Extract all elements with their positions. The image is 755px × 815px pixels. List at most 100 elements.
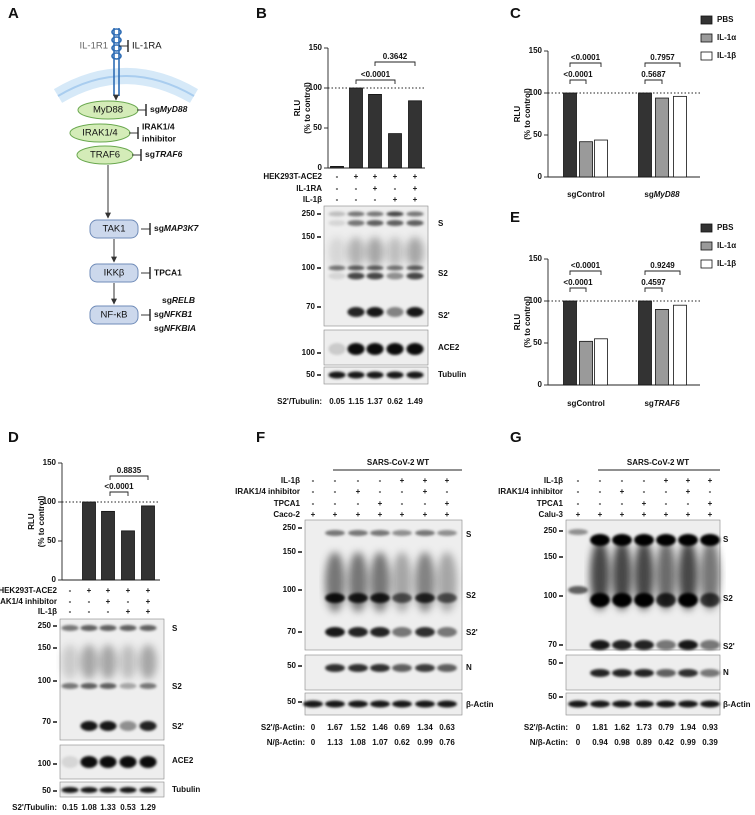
blot-band: [406, 265, 424, 271]
condition-sign: +: [106, 586, 111, 595]
blot-band: [386, 343, 404, 355]
group-label: sgControl: [567, 399, 605, 408]
bar: [655, 308, 669, 386]
condition-sign: -: [665, 487, 668, 496]
blot-band: [348, 627, 368, 637]
bracket: [374, 61, 416, 66]
condition-sign: +: [146, 607, 151, 616]
blot-band: [139, 683, 157, 689]
node-label: TAK1: [102, 224, 125, 235]
condition-label: IL-1β: [281, 476, 300, 485]
blot-band: [99, 721, 117, 731]
bar: [673, 95, 687, 178]
blot-band: [590, 593, 610, 607]
membrane-edge: [57, 75, 195, 97]
marker-label: 70: [306, 302, 315, 311]
condition-sign: -: [336, 195, 339, 204]
condition-sign: -: [599, 499, 602, 508]
quant-value: 1.08: [81, 803, 97, 812]
blot-band: [656, 700, 676, 708]
condition-sign: -: [336, 172, 339, 181]
bar: [563, 92, 577, 178]
band-label: S: [172, 624, 178, 633]
condition-label: HEK293T-ACE2: [263, 172, 322, 181]
band-label: S: [466, 530, 472, 539]
band-label: β-Actin: [723, 700, 751, 709]
condition-sign: +: [373, 172, 378, 181]
node-shape: [89, 263, 139, 283]
marker-label: 100: [302, 348, 316, 357]
blot-band: [568, 586, 588, 594]
blot-band: [325, 664, 345, 672]
node-label: NF-κB: [101, 310, 128, 321]
bracket: [569, 79, 587, 84]
quant-value: 0.42: [658, 738, 674, 747]
blot-band: [328, 237, 346, 267]
blot-band: [386, 272, 404, 280]
quant-value: 0.62: [387, 397, 403, 406]
panel-letter: E: [510, 209, 520, 226]
bar: [638, 92, 652, 178]
blot-band: [386, 220, 404, 226]
prefix: sg: [154, 323, 164, 333]
condition-sign: -: [357, 476, 360, 485]
blot-band: [406, 220, 424, 226]
condition-sign: +: [620, 487, 625, 496]
y-tick-label: 50: [533, 130, 542, 139]
bracket: [644, 287, 663, 292]
condition-sign: -: [88, 597, 91, 606]
receptor-icon: [111, 28, 122, 96]
blot-band: [119, 721, 137, 731]
legend-swatch: [700, 33, 713, 43]
condition-sign: -: [394, 184, 397, 193]
y-tick-label: 50: [47, 536, 56, 545]
y-tick-label: 50: [313, 123, 322, 132]
p-value: <0.0001: [361, 70, 391, 79]
quant-label: S2'/β-Actin:: [261, 723, 305, 732]
blot-band: [61, 756, 79, 768]
condition-sign: -: [621, 499, 624, 508]
bar: [349, 87, 363, 169]
condition-sign: -: [88, 607, 91, 616]
node-shape: [89, 305, 139, 325]
blot-band: [415, 593, 435, 603]
panel-letter: B: [256, 5, 267, 22]
blot-band: [347, 211, 365, 217]
blot-band: [700, 640, 720, 650]
header: SARS-CoV-2 WT: [627, 458, 689, 467]
quant-value: 1.08: [350, 738, 366, 747]
panel-letter: F: [256, 429, 265, 446]
blot-band: [139, 644, 157, 680]
p-value: 0.9249: [650, 261, 675, 270]
blot-band: [80, 756, 98, 768]
condition-sign: -: [355, 195, 358, 204]
y-tick-label: 0: [538, 380, 543, 389]
y-axis-label: (% to control): [523, 296, 532, 348]
bracket: [569, 62, 602, 67]
blot-band: [80, 625, 98, 631]
legend-swatch: [700, 15, 713, 25]
condition-sign: +: [378, 510, 383, 519]
quant-value: 1.46: [372, 723, 388, 732]
quant-value: 1.49: [407, 397, 423, 406]
blot-band: [634, 700, 654, 708]
blot-band: [590, 640, 610, 650]
blot-band: [568, 529, 588, 535]
panel-letter: C: [510, 5, 521, 22]
blot-band: [139, 756, 157, 768]
blot-band: [366, 371, 384, 379]
blot-band: [80, 644, 98, 680]
y-tick-label: 0: [52, 575, 57, 584]
bar: [82, 501, 96, 581]
bracket: [355, 79, 396, 84]
y-axis-label: RLU: [27, 513, 36, 530]
blot-band: [347, 371, 365, 379]
band-label: ACE2: [172, 756, 194, 765]
blot-band: [700, 700, 720, 708]
blot-band: [328, 211, 346, 217]
condition-label: Calu-3: [539, 510, 564, 519]
condition-sign: -: [379, 476, 382, 485]
legend-label: IL-1α: [717, 241, 736, 250]
condition-sign: +: [445, 499, 450, 508]
quant-value: 0.63: [439, 723, 455, 732]
